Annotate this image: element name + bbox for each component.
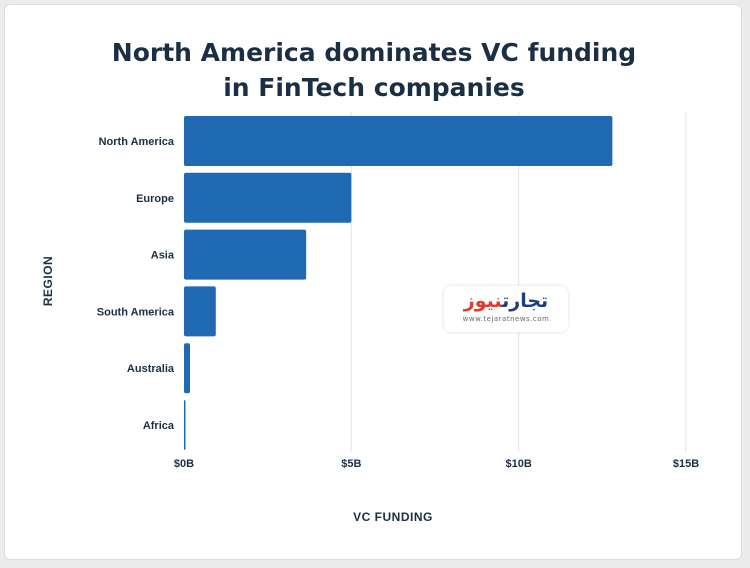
category-label: North America	[99, 136, 175, 148]
gridlines	[350, 112, 687, 452]
x-tick-labels: $0B $5B $10B $15B	[174, 458, 699, 470]
bars	[184, 116, 613, 450]
bar-africa	[184, 400, 186, 450]
watermark-url: www.tejaratnews.com	[462, 315, 550, 323]
watermark-text-a: تجارت	[502, 290, 549, 312]
x-tick-label: $5B	[341, 458, 361, 470]
category-label: South America	[97, 306, 175, 318]
bar-south-america	[184, 286, 216, 337]
category-labels: North America Europe Asia South America Aust…	[97, 136, 175, 432]
x-tick-label: $10B	[506, 458, 532, 470]
bar-australia	[184, 343, 191, 394]
category-label: Africa	[143, 420, 175, 432]
bar-north-america	[184, 116, 613, 166]
bar-asia	[184, 229, 307, 280]
chart-title: North America dominates VC funding in Fi…	[5, 35, 743, 105]
chart-title-line-2: in FinTech companies	[223, 73, 525, 102]
y-axis-title: REGION	[41, 256, 55, 306]
x-tick-label: $0B	[174, 458, 194, 470]
chart-title-line-1: North America dominates VC funding	[111, 38, 637, 67]
watermark-text-b: نیوز	[463, 290, 503, 312]
watermark-logo: تجارتنیوز www.tejaratnews.com	[444, 286, 568, 332]
category-label: Australia	[127, 363, 175, 375]
x-tick-label: $15B	[673, 458, 699, 470]
bar-europe	[184, 172, 352, 223]
x-axis-title: VC FUNDING	[353, 510, 433, 524]
category-label: Asia	[151, 250, 175, 262]
chart-card: North America dominates VC funding in Fi…	[4, 4, 742, 560]
category-label: Europe	[136, 193, 174, 205]
